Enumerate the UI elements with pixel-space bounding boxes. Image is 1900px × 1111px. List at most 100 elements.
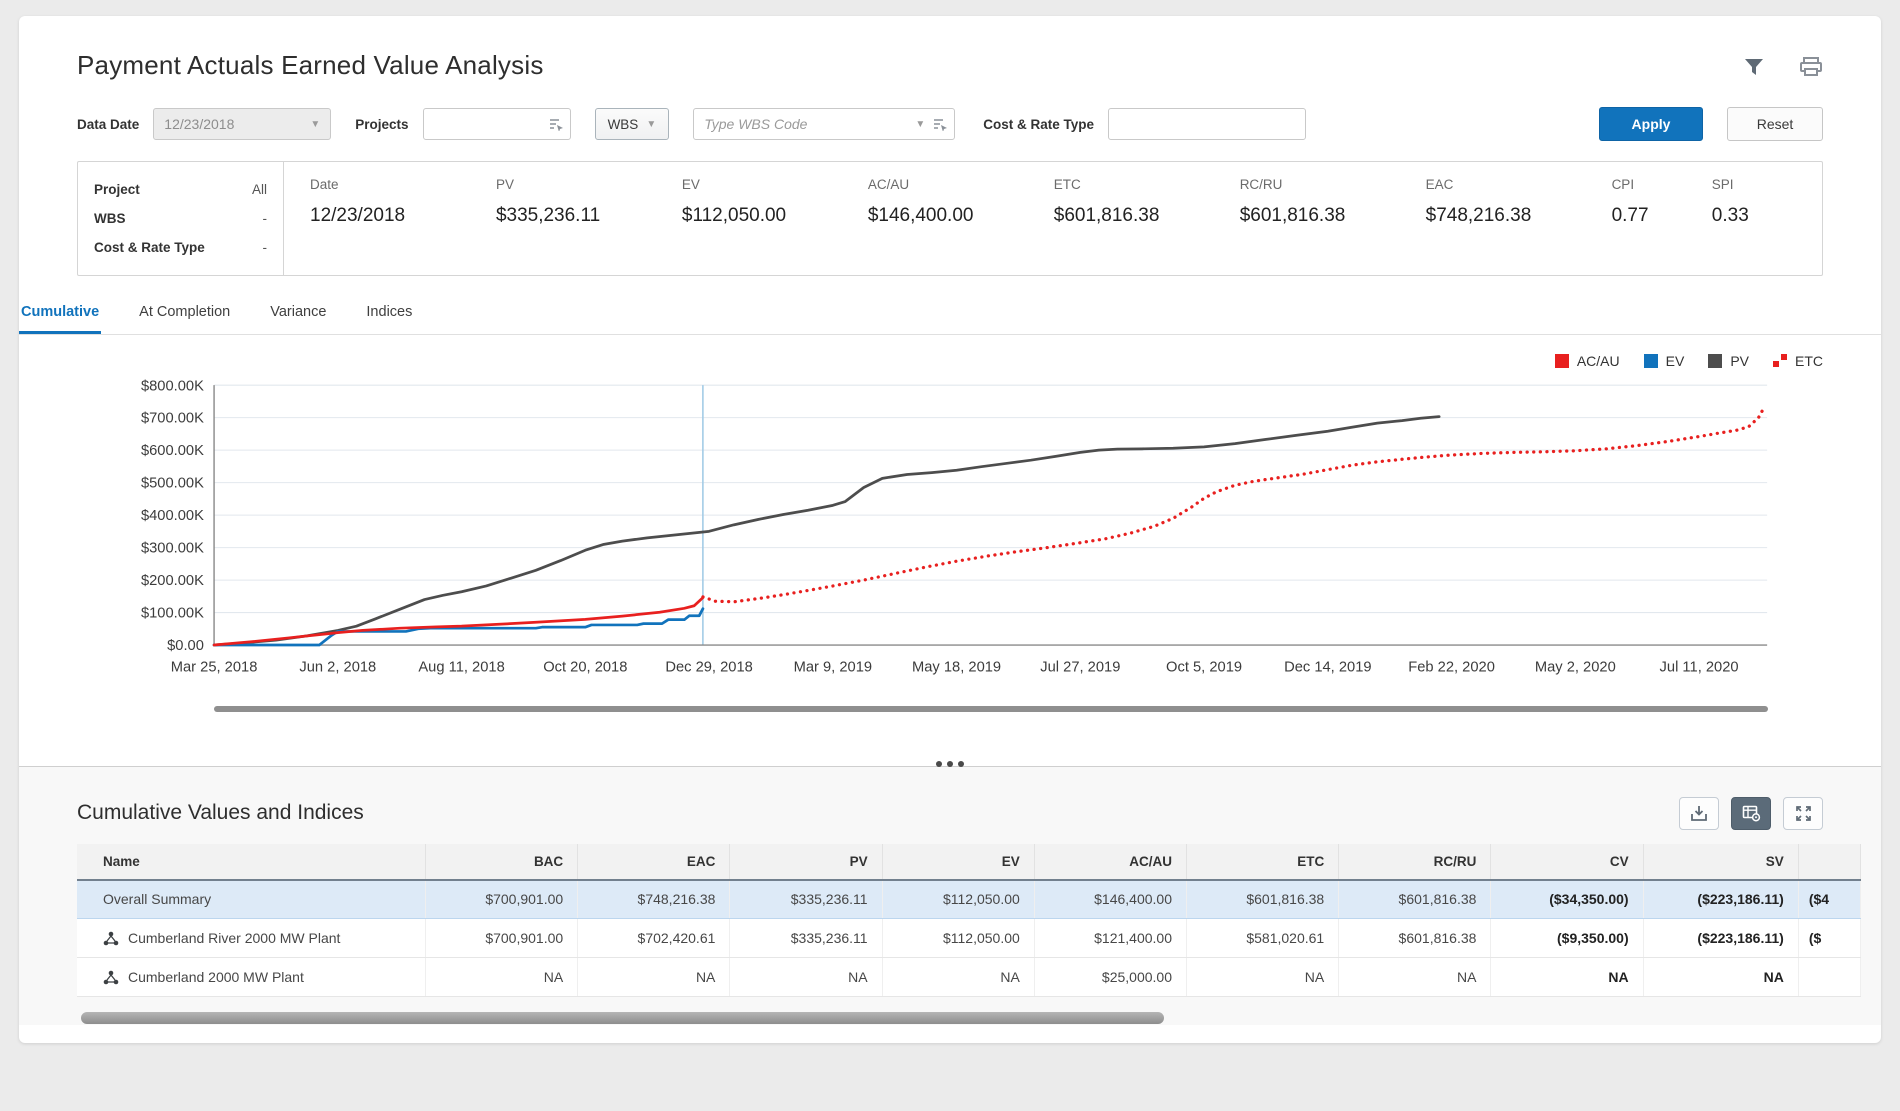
svg-text:Jul 27, 2019: Jul 27, 2019 [1040,659,1120,675]
value-cell: NA [1186,957,1340,998]
svg-text:$400.00K: $400.00K [141,508,204,524]
column-header-rc-ru[interactable]: RC/RU [1338,843,1492,881]
wbs-dropdown-label: WBS [607,116,639,132]
summary-context-label: Project [94,182,140,197]
chevron-down-icon: ▼ [646,118,657,130]
column-header-name[interactable]: Name [77,843,426,881]
evm-analysis-card: Payment Actuals Earned Value Analysis [19,16,1881,1044]
summary-metrics: Date 12/23/2018 PV $335,236.11 EV $112,050.00… [284,162,1822,275]
column-header-ac-au[interactable]: AC/AU [1034,843,1188,881]
expand-button[interactable] [1783,796,1823,830]
wbs-code-input[interactable] [693,108,956,140]
bottom-panel: Cumulative Values and Indices [19,760,1881,1026]
svg-text:$800.00K: $800.00K [141,378,204,394]
value-cell: ($223,186.11) [1643,879,1799,920]
column-header-etc[interactable]: ETC [1186,843,1340,881]
picker-icon[interactable] [549,118,564,131]
svg-text:May 18, 2019: May 18, 2019 [912,659,1001,675]
summary-context-label: Cost & Rate Type [94,240,205,255]
summary-context-row: Project All [94,175,267,204]
tab-cumulative[interactable]: Cumulative [19,298,102,334]
table-row[interactable]: Overall Summary $700,901.00 $748,216.38 $33… [77,879,1862,920]
value-cell: ($9,350.00) [1490,918,1644,959]
column-header-clipped[interactable] [1798,843,1862,881]
chevron-down-icon[interactable]: ▼ [915,118,926,130]
evm-chart-svg: $800.00K $700.00K $600.00K $500.00K $400.00K… [141,378,1768,675]
value-cell: ($ [1798,918,1862,959]
metric-label: PV [495,177,514,192]
series-ac-au [212,596,705,647]
value-cell: $601,816.38 [1186,879,1340,920]
print-button[interactable] [1799,56,1823,81]
summary-context-label: WBS [94,211,126,226]
data-date-select[interactable]: 12/23/2018 ▼ [153,108,332,140]
series-pv [212,415,1441,647]
funnel-icon [1745,59,1763,75]
svg-text:May 2, 2020: May 2, 2020 [1535,659,1616,675]
column-header-pv[interactable]: PV [729,843,883,881]
svg-text:Mar 25, 2018: Mar 25, 2018 [171,659,258,675]
projects-input[interactable] [422,108,571,140]
svg-text:Jun 2, 2018: Jun 2, 2018 [299,659,376,675]
metric-value: $112,050.00 [681,205,787,226]
download-button[interactable] [1679,796,1719,830]
reset-button[interactable]: Reset [1727,107,1823,141]
metric-value: $601,816.38 [1239,205,1346,226]
wbs-code-input-icons: ▼ [915,118,948,131]
table-horizontal-scrollbar[interactable] [77,1011,1823,1025]
summary-context-value: All [251,182,267,197]
column-header-eac[interactable]: EAC [577,843,731,881]
tab-at-completion[interactable]: At Completion [139,304,231,320]
cost-rate-type-label: Cost & Rate Type [983,116,1095,132]
column-header-ev[interactable]: EV [882,843,1035,881]
table-row[interactable]: Cumberland 2000 MW Plant NA NA NA NA $25,000.… [77,957,1862,998]
legend-swatch [1554,354,1569,368]
value-cell: ($223,186.11) [1643,918,1799,959]
scrollbar-thumb[interactable] [81,1012,1164,1025]
svg-text:Feb 22, 2020: Feb 22, 2020 [1408,659,1495,675]
legend-swatch [1708,354,1723,368]
wbs-dropdown-button[interactable]: WBS ▼ [594,108,670,140]
table-settings-button[interactable] [1731,796,1771,830]
summary-metric: EAC $748,216.38 [1426,177,1612,260]
value-cell: $146,400.00 [1034,879,1188,920]
svg-text:$100.00K: $100.00K [141,606,204,622]
legend-swatch [1643,354,1658,368]
picker-icon[interactable] [933,118,948,131]
table-row[interactable]: Cumberland River 2000 MW Plant $700,901.0… [77,918,1862,959]
value-cell: $700,901.00 [425,918,579,959]
metric-value: $146,400.00 [867,205,974,226]
panel-splitter[interactable] [936,760,964,767]
tab-variance[interactable]: Variance [270,304,327,320]
metric-label: EV [681,177,700,192]
name-cell: Overall Summary [77,879,426,920]
table-holder: Name BAC EAC PV EV AC/AU ETC RC/RU CV SV Overall S… [19,843,1881,998]
svg-text:$600.00K: $600.00K [141,443,204,459]
column-header-bac[interactable]: BAC [425,843,579,881]
summary-metric: ETC $601,816.38 [1054,177,1240,260]
apply-button[interactable]: Apply [1599,107,1703,141]
expand-icon [1795,805,1811,821]
tab-indices[interactable]: Indices [366,304,413,320]
value-cell: $601,816.38 [1338,879,1492,920]
value-cell: $702,420.61 [577,918,731,959]
data-date-label: Data Date [77,116,140,132]
value-cell: $25,000.00 [1034,957,1188,998]
download-icon [1691,805,1707,821]
legend-label: ETC [1795,353,1823,369]
column-header-sv[interactable]: SV [1643,843,1799,881]
value-cell: $748,216.38 [577,879,731,920]
metric-label: AC/AU [867,177,910,192]
chart-time-scrollbar[interactable] [214,705,1768,712]
svg-text:$300.00K: $300.00K [141,541,204,557]
cost-rate-type-input[interactable] [1108,108,1307,140]
project-icon [103,970,119,985]
value-cell: ($34,350.00) [1490,879,1644,920]
metric-value: 12/23/2018 [310,205,406,226]
column-header-cv[interactable]: CV [1490,843,1644,881]
filter-button[interactable] [1743,56,1765,81]
summary-context-block: Project All WBS - Cost & Rate Type - [78,162,284,275]
value-cell: NA [425,957,579,998]
value-cell: NA [1643,957,1799,998]
